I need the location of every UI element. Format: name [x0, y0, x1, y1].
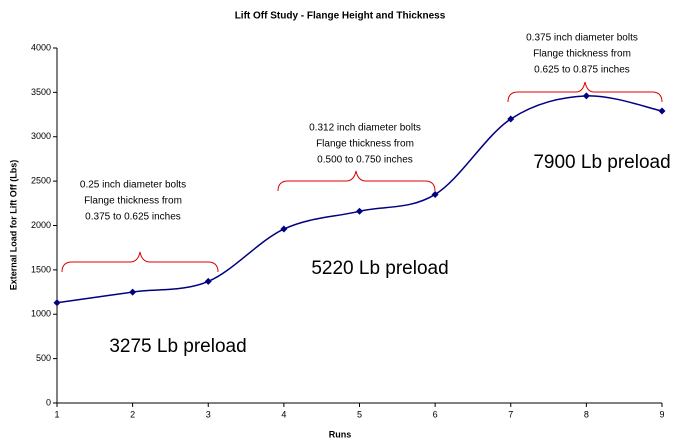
point-marker [431, 190, 439, 198]
y-tick-label: 3500 [31, 87, 51, 97]
brace [277, 170, 436, 192]
point-marker [507, 115, 515, 123]
y-tick-label: 3000 [31, 131, 51, 141]
x-tick-label: 3 [206, 409, 211, 419]
annotation: Flange thickness from [533, 49, 631, 60]
x-tick-label: 1 [54, 409, 59, 419]
y-tick-label: 1500 [31, 264, 51, 274]
annotation: 0.500 to 0.750 inches [317, 155, 413, 166]
y-tick-label: 4000 [31, 42, 51, 52]
brace [507, 81, 663, 103]
x-tick-label: 6 [433, 409, 438, 419]
x-tick-label: 7 [508, 409, 513, 419]
preload-label: 7900 Lb preload [533, 152, 670, 173]
y-tick-label: 2000 [31, 220, 51, 230]
x-tick-label: 4 [281, 409, 286, 419]
x-axis-label: Runs [329, 429, 352, 439]
point-marker [204, 277, 212, 285]
y-axis-label: External Load for Lift Off (Lbs) [8, 160, 18, 291]
y-tick-label: 2500 [31, 176, 51, 186]
x-tick-label: 5 [357, 409, 362, 419]
y-tick-label: 500 [36, 353, 51, 363]
point-marker [582, 92, 590, 100]
chart-title: Lift Off Study - Flange Height and Thick… [235, 11, 446, 22]
x-tick-label: 8 [584, 409, 589, 419]
x-tick-label: 9 [659, 409, 664, 419]
preload-label: 5220 Lb preload [311, 258, 448, 279]
annotation: 0.375 to 0.625 inches [85, 212, 181, 223]
point-marker [129, 288, 137, 296]
point-marker [356, 207, 363, 215]
brace [61, 251, 219, 273]
point-marker [280, 225, 288, 233]
annotation: 0.25 inch diameter bolts [80, 180, 186, 191]
annotation: Flange thickness from [84, 196, 182, 207]
point-marker [53, 299, 61, 307]
point-marker [658, 107, 666, 115]
annotation: 0.375 inch diameter bolts [526, 33, 638, 44]
x-tick-label: 2 [130, 409, 135, 419]
annotation: 0.625 to 0.875 inches [534, 65, 630, 76]
annotation: Flange thickness from [316, 139, 414, 150]
preload-label: 3275 Lb preload [109, 336, 246, 357]
y-tick-label: 1000 [31, 309, 51, 319]
annotation: 0.312 inch diameter bolts [309, 123, 421, 134]
y-tick-label: 0 [46, 397, 51, 407]
